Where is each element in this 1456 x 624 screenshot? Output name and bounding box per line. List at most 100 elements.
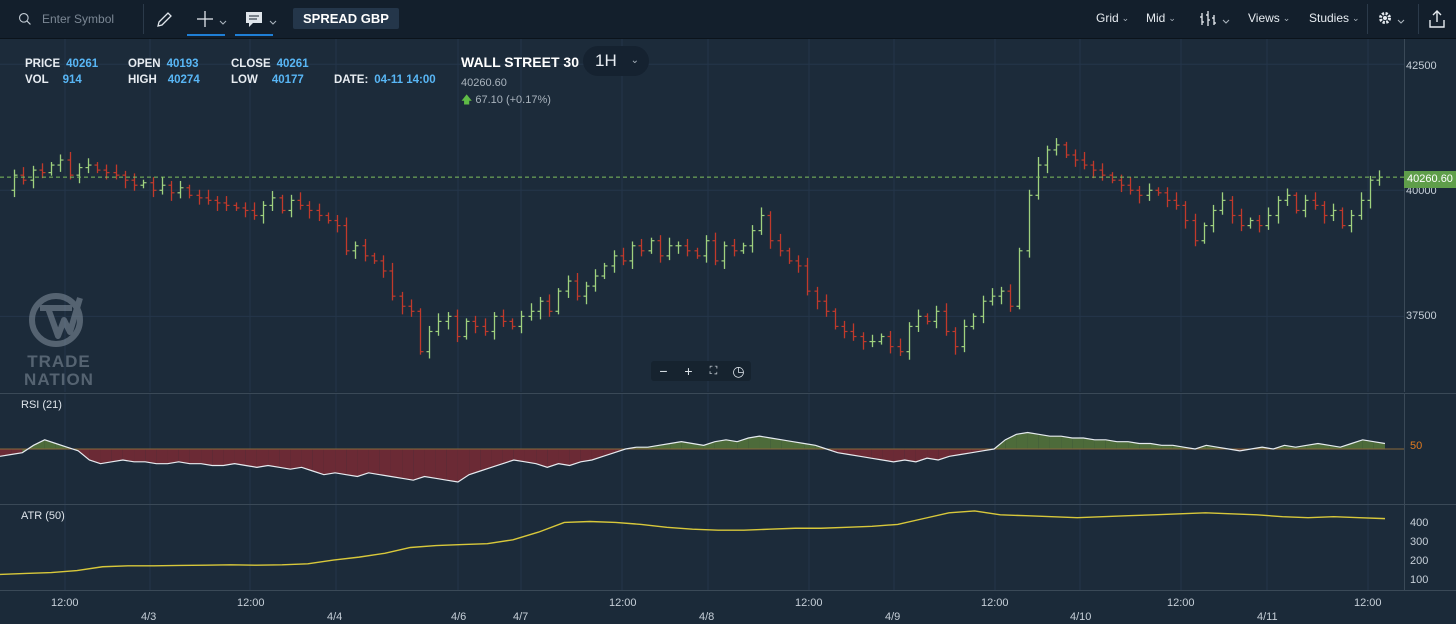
toolbar-divider [1418,4,1419,34]
mid-menu[interactable]: Mid ⌄ [1146,11,1176,25]
high-readout: HIGH 40274 [128,74,200,86]
rsi-fill [1027,432,1039,449]
last-price: 40260.60 [461,77,507,89]
reset-zoom-button[interactable]: ◷ [732,362,745,379]
rsi-fill [726,439,738,449]
atr-pane[interactable]: ATR (50) [0,504,1404,590]
annotation-tool-button[interactable] [244,6,280,32]
rsi-fill [580,449,592,462]
time-axis-tick: 12:00 [1167,597,1195,609]
rsi-fill [435,449,447,481]
rsi-fill [167,449,179,464]
rsi-fill [424,449,436,479]
rsi-fill [569,449,581,466]
rsi-fill [860,449,872,459]
rsi-pane[interactable]: RSI (21) [0,393,1404,504]
rsi-fill [223,449,235,466]
spread-gbp-badge[interactable]: SPREAD GBP [293,8,399,29]
high-value: 40274 [167,74,200,86]
rsi-fill [558,449,570,466]
atr-axis-tick: 300 [1410,536,1429,548]
rsi-chart[interactable] [0,394,1404,504]
views-menu[interactable]: Views ⌄ [1248,11,1290,25]
toolbar-divider [143,4,144,34]
rsi-axis: 50 [1404,393,1456,504]
rsi-fill [1083,438,1095,449]
crosshair-tool-button[interactable] [196,6,228,32]
price-pane[interactable] [0,39,1404,392]
studies-menu[interactable]: Studies ⌄ [1309,11,1360,25]
time-axis-tick: 12:00 [237,597,265,609]
time-axis[interactable]: 12:00 4/3 12:00 4/4 4/6 4/7 12:00 4/8 12… [0,590,1456,624]
annotation-active-indicator [235,34,273,36]
low-readout: LOW 40177 [231,74,304,86]
rsi-fill [904,449,916,462]
time-axis-tick: 4/9 [885,611,901,623]
symbol-search-input[interactable] [40,11,144,27]
search-icon [19,13,31,25]
grid-menu-label: Grid [1096,11,1119,25]
rsi-fill [379,449,391,477]
atr-axis-tick: 100 [1410,574,1429,586]
atr-label: ATR (50) [21,510,65,522]
rsi-fill [335,449,347,475]
fullscreen-button[interactable]: ⛶ [709,364,718,377]
rsi-fill [524,449,537,464]
rsi-fill [368,449,380,475]
timeframe-selector[interactable]: 1H ⌄ [583,46,649,76]
rsi-fill [145,449,157,464]
rsi-fill [122,449,135,462]
grid-menu[interactable]: Grid ⌄ [1096,11,1129,25]
rsi-fill [457,449,470,482]
rsi-fill [1105,439,1117,449]
time-axis-tick: 4/3 [141,611,157,623]
rsi-fill [44,439,56,449]
rsi-line [0,431,1386,483]
zoom-out-button[interactable]: − [659,363,668,379]
rsi-fill [390,449,403,479]
open-value: 40193 [166,58,199,70]
share-button[interactable] [1426,8,1448,33]
date-readout: DATE: 04-11 14:00 [334,74,436,86]
rsi-fill [156,449,168,464]
price-axis-tick: 40000 [1406,185,1437,197]
price-label: PRICE [25,58,61,70]
rsi-fill [201,449,213,466]
time-axis-tick: 4/10 [1070,611,1092,623]
symbol-search[interactable] [18,9,144,29]
time-axis-tick: 4/4 [327,611,343,623]
zoom-controls: − + ⛶ ◷ [651,361,751,381]
vol-value: 914 [62,74,82,86]
toolbar-divider [1367,4,1368,34]
time-axis-tick: 12:00 [981,597,1009,609]
settings-menu[interactable] [1377,8,1409,33]
rsi-fill [781,439,794,449]
rsi-fill [871,449,883,460]
rsi-fill [1362,439,1374,449]
time-axis-tick: 4/11 [1257,611,1278,623]
rsi-fill [256,449,269,468]
rsi-fill [1161,445,1173,449]
rsi-fill [536,449,548,468]
studies-menu-label: Studies [1309,11,1350,25]
draw-tool-button[interactable] [155,6,175,32]
chart-type-menu[interactable] [1198,9,1238,32]
price-chart[interactable] [0,39,1404,392]
rsi-fill [301,449,313,471]
pencil-icon [157,12,172,27]
open-readout: OPEN 40193 [128,58,199,70]
close-value: 40261 [276,58,309,70]
rsi-fill [290,449,302,470]
zoom-in-button[interactable]: + [684,363,693,379]
price-change: 🡅 67.10 (+0.17%) [461,91,551,110]
atr-chart[interactable] [0,505,1404,590]
rsi-fill [1061,436,1073,449]
rsi-fill [268,449,280,468]
rsi-fill [1116,441,1129,449]
high-label: HIGH [128,74,157,86]
rsi-fill [212,449,224,466]
price-axis[interactable]: 42500 40000 37500 [1404,39,1456,392]
rsi-fill [100,449,112,464]
views-menu-label: Views [1248,11,1280,25]
rsi-fill [1351,439,1363,449]
